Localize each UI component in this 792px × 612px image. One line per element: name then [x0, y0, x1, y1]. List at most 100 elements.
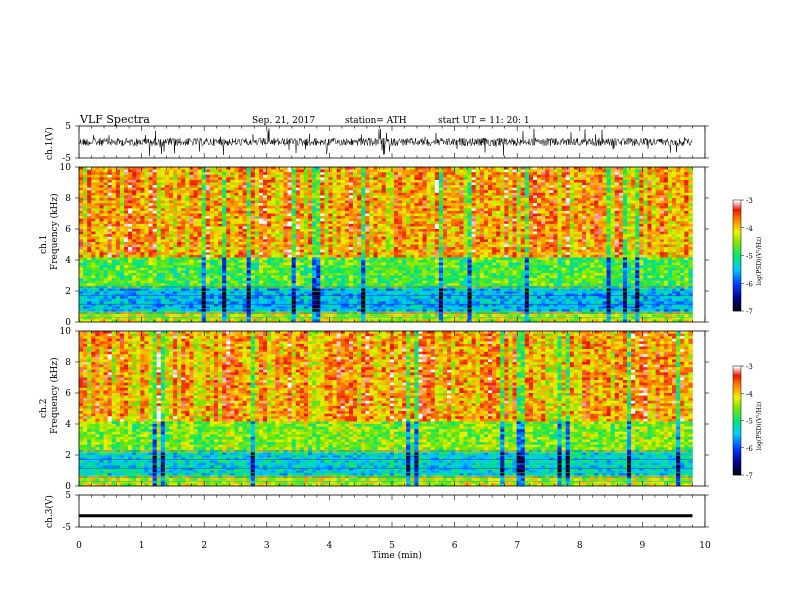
spectrogram-cell [398, 319, 403, 323]
spectrogram-cell [283, 265, 288, 269]
spectrogram-cell [230, 179, 235, 183]
spectrogram-cell [242, 226, 247, 230]
spectrogram-cell [168, 200, 174, 204]
spectrogram-cell [275, 267, 280, 271]
spectrogram-cell [156, 218, 162, 222]
spectrogram-cell [283, 319, 288, 323]
spectrogram-cell [279, 208, 284, 212]
spectrogram-cell [406, 205, 411, 209]
spectrogram-cell [160, 306, 166, 310]
spectrogram-cell [398, 252, 403, 256]
spectrogram-cell [201, 291, 207, 294]
spectrogram-cell [168, 265, 174, 269]
spectrogram-cell [283, 306, 288, 310]
spectrogram-cell [389, 231, 395, 235]
spectrogram-cell [373, 239, 378, 243]
spectrogram-cell [357, 288, 362, 292]
spectrogram-cell [83, 198, 88, 201]
spectrogram-cell [132, 283, 137, 287]
spectrogram-cell [128, 182, 133, 186]
spectrogram-cell [389, 203, 395, 207]
spectrogram-cell [173, 210, 178, 214]
spectrogram-cell [291, 213, 297, 217]
spectrogram-cell [132, 272, 137, 276]
spectrogram-cell [168, 244, 174, 248]
spectrogram-cell [99, 169, 104, 173]
spectrogram-cell [83, 288, 88, 292]
spectrogram-cell [295, 218, 301, 222]
spectrogram-cell [222, 198, 227, 201]
spectrogram-cell [295, 272, 301, 276]
spectrogram-cell [103, 167, 108, 170]
spectrogram-cell [344, 174, 350, 178]
spectrogram-cell [193, 316, 198, 320]
spectrogram-cell [185, 316, 190, 320]
spectrogram-cell [398, 221, 403, 225]
spectrogram-cell [185, 239, 190, 243]
spectrogram-cell [263, 272, 268, 276]
spectrogram-cell [381, 301, 387, 305]
spectrogram-cell [308, 210, 313, 214]
spectrogram-cell [369, 283, 374, 287]
spectrogram-cell [291, 280, 297, 284]
spectrogram-cell [398, 262, 403, 266]
spectrogram-cell [344, 272, 350, 276]
spectrogram-cell [83, 200, 88, 204]
spectrogram-cell [185, 241, 190, 245]
spectrogram-cell [164, 249, 170, 253]
spectrogram-cell [246, 265, 252, 269]
spectrogram-cell [119, 208, 125, 212]
spectrogram-cell [348, 291, 354, 294]
spectrogram-cell [218, 316, 223, 320]
spectrogram-cell [156, 296, 162, 300]
spectrogram-cell [250, 260, 256, 263]
spectrogram-cell [377, 265, 382, 269]
spectrogram-cell [160, 249, 166, 253]
spectrogram-cell [160, 291, 166, 294]
spectrogram-cell [295, 185, 301, 188]
spectrogram-cell [348, 172, 354, 176]
spectrogram-cell [222, 272, 227, 276]
spectrogram-cell [303, 306, 309, 310]
spectrogram-cell [115, 262, 121, 266]
spectrogram-cell [242, 190, 247, 194]
spectrogram-cell [79, 205, 84, 209]
spectrogram-cell [410, 192, 415, 196]
spectrogram-cell [332, 275, 337, 279]
spectrogram-cell [275, 249, 280, 253]
spectrogram-cell [267, 249, 272, 253]
spectrogram-cell [267, 169, 272, 173]
spectrogram-cell [373, 223, 378, 227]
spectrogram-cell [295, 172, 301, 176]
spectrogram-cell [193, 288, 198, 292]
spectrogram-cell [357, 314, 362, 318]
spectrogram-cell [119, 265, 125, 269]
spectrogram-cell [201, 200, 207, 204]
spectrogram-cell [193, 291, 198, 294]
spectrogram-cell [402, 254, 407, 258]
spectrogram-cell [353, 236, 358, 240]
spectrogram-cell [123, 198, 129, 201]
spectrogram-cell [377, 241, 382, 245]
spectrogram-cell [267, 185, 272, 188]
spectrogram-cell [222, 288, 227, 292]
spectrogram-cell [218, 265, 223, 269]
spectrogram-cell [328, 257, 333, 261]
spectrogram-cell [410, 195, 415, 199]
spectrogram-cell [340, 182, 346, 186]
spectrogram-cell [377, 226, 382, 230]
spectrogram-cell [238, 296, 243, 300]
spectrogram-cell [312, 267, 317, 271]
spectrogram-cell [234, 226, 239, 230]
spectrogram-cell [140, 280, 145, 284]
spectrogram-cell [303, 216, 309, 219]
spectrogram-cell [213, 280, 219, 284]
spectrogram-cell [369, 301, 374, 305]
spectrogram-cell [152, 244, 158, 248]
spectrogram-cell [320, 267, 325, 271]
spectrogram-cell [295, 267, 301, 271]
spectrogram-cell [275, 195, 280, 199]
spectrogram-cell [193, 267, 198, 271]
spectrogram-cell [361, 192, 366, 196]
spectrogram-cell [320, 234, 325, 238]
